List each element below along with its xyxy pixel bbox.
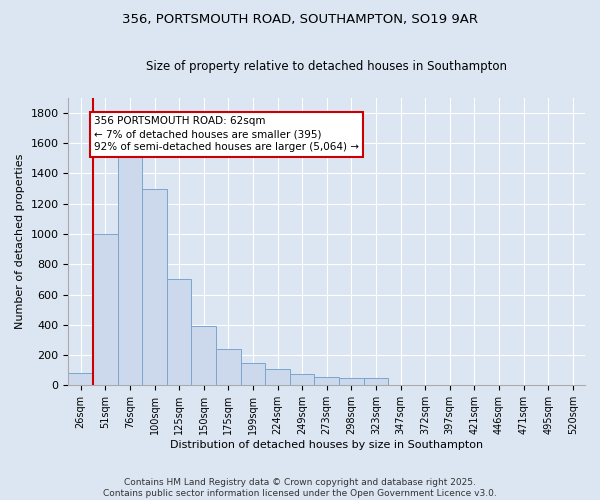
Title: Size of property relative to detached houses in Southampton: Size of property relative to detached ho… xyxy=(146,60,507,73)
Bar xyxy=(93,234,118,386)
Bar xyxy=(364,378,388,386)
Bar xyxy=(314,377,339,386)
Text: 356, PORTSMOUTH ROAD, SOUTHAMPTON, SO19 9AR: 356, PORTSMOUTH ROAD, SOUTHAMPTON, SO19 … xyxy=(122,12,478,26)
Bar xyxy=(216,349,241,386)
Text: 356 PORTSMOUTH ROAD: 62sqm
← 7% of detached houses are smaller (395)
92% of semi: 356 PORTSMOUTH ROAD: 62sqm ← 7% of detac… xyxy=(94,116,359,152)
Bar xyxy=(191,326,216,386)
Bar xyxy=(265,368,290,386)
X-axis label: Distribution of detached houses by size in Southampton: Distribution of detached houses by size … xyxy=(170,440,483,450)
Bar xyxy=(241,362,265,386)
Bar xyxy=(142,188,167,386)
Bar xyxy=(68,373,93,386)
Bar xyxy=(118,143,142,386)
Bar xyxy=(167,280,191,386)
Bar xyxy=(339,378,364,386)
Y-axis label: Number of detached properties: Number of detached properties xyxy=(15,154,25,329)
Text: Contains HM Land Registry data © Crown copyright and database right 2025.
Contai: Contains HM Land Registry data © Crown c… xyxy=(103,478,497,498)
Bar xyxy=(290,374,314,386)
